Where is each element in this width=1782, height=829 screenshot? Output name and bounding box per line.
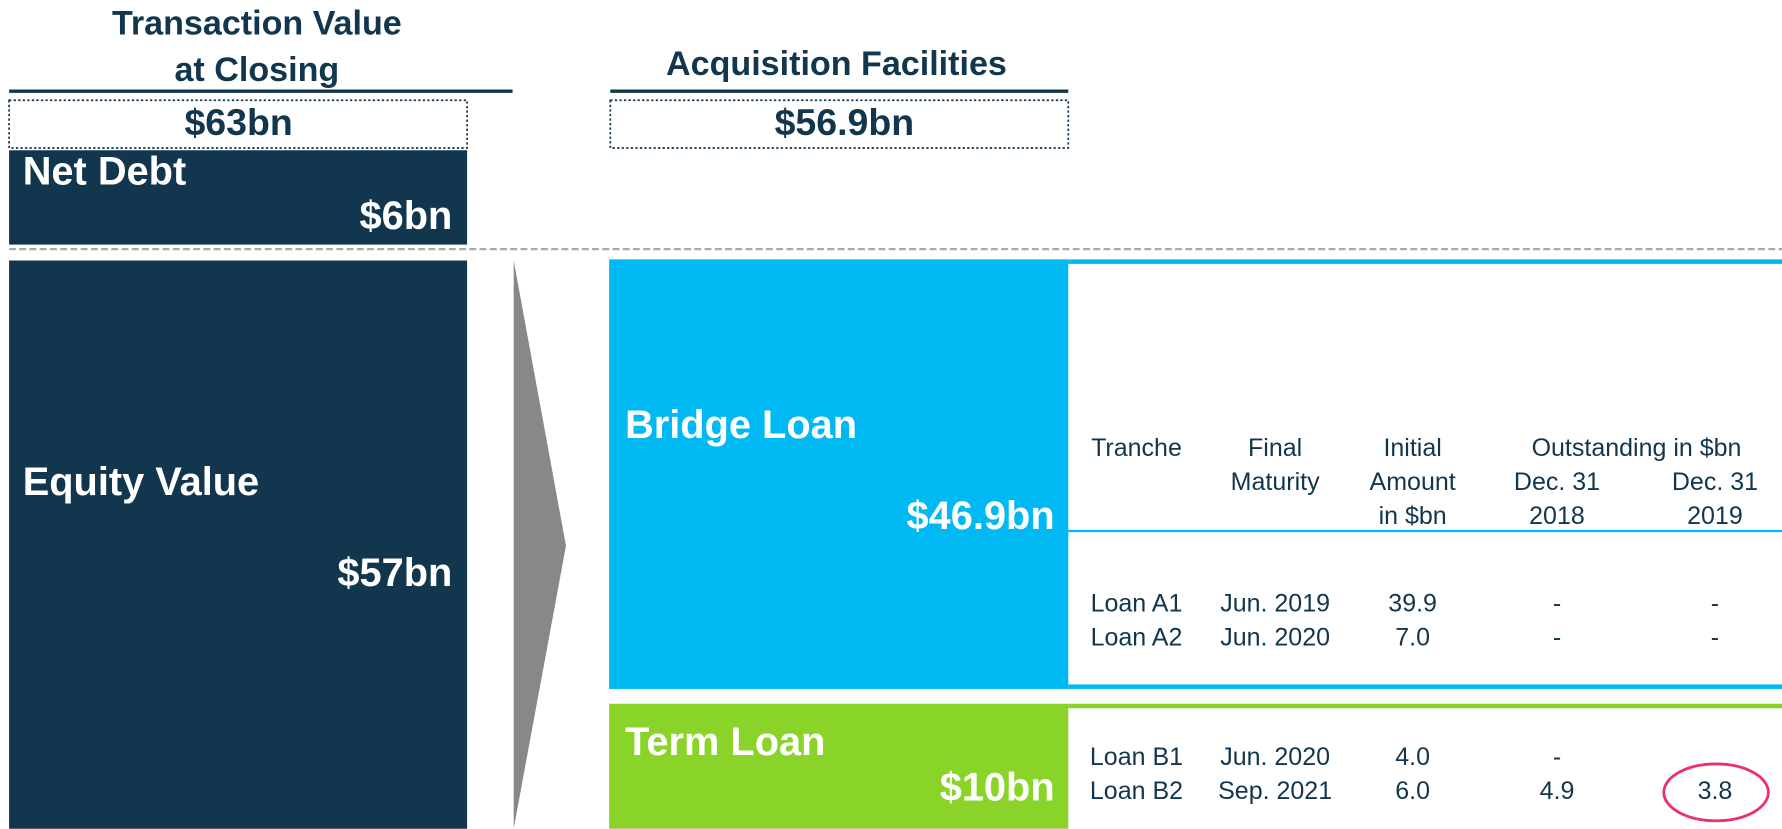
table-cell: Loan B2 [1090, 777, 1183, 805]
table-cell: 4.0 [1395, 743, 1430, 771]
bridge-label: Bridge Loan [625, 403, 857, 447]
total-box [609, 99, 1070, 149]
left-title: Transaction Value [112, 4, 402, 42]
header: in $bn [1379, 502, 1447, 530]
table-cell: 39.9 [1388, 589, 1437, 617]
total-box [8, 99, 468, 149]
table-cell: 4.9 [1540, 777, 1575, 805]
table-cell: 7.0 [1395, 624, 1430, 652]
header: Initial [1383, 434, 1441, 462]
highlight-circle [1662, 762, 1770, 823]
table-cell: 3.8 [1698, 777, 1733, 805]
header: Final [1248, 434, 1302, 462]
table-header: Tranche Final Maturity Initial Amount in… [1091, 434, 1758, 530]
table-cell: Jun. 2020 [1220, 624, 1330, 652]
table-cell: - [1711, 624, 1719, 652]
net-debt-label: Net Debt [23, 150, 187, 194]
header: Outstanding in $bn [1532, 434, 1742, 462]
net-debt-box [9, 150, 468, 245]
bridge-value: $46.9bn [907, 494, 1055, 538]
table-cell: - [1553, 589, 1561, 617]
table-cell: 6.0 [1395, 777, 1430, 805]
table-cell: - [1553, 624, 1561, 652]
header: 2018 [1529, 502, 1585, 530]
table-cell: Jun. 2020 [1220, 743, 1330, 771]
equity-label: Equity Value [23, 460, 259, 504]
table-cell: Jun. 2019 [1220, 589, 1330, 617]
table-cell: - [1553, 743, 1561, 771]
table-cell: Sep. 2021 [1218, 777, 1332, 805]
arrow [513, 260, 566, 829]
net-debt-value: $6bn [360, 194, 453, 238]
header: Amount [1370, 468, 1456, 496]
bridge-border [1068, 259, 1782, 264]
table-cell: Loan B1 [1090, 743, 1183, 771]
equity-value: $57bn [337, 551, 452, 595]
header: Dec. 31 [1672, 468, 1758, 496]
bridge-border [1068, 684, 1782, 689]
left-title: at Closing [174, 51, 339, 89]
equity-box [9, 260, 468, 829]
table-cell: Loan A1 [1091, 589, 1183, 617]
header: Dec. 31 [1514, 468, 1600, 496]
header: Tranche [1091, 434, 1182, 462]
term-value: $10bn [940, 766, 1055, 810]
header: 2019 [1687, 502, 1743, 530]
right-title: Acquisition Facilities [666, 45, 1007, 83]
table-cell: Loan A2 [1091, 624, 1183, 652]
header: Maturity [1231, 468, 1320, 496]
table-rows: Loan A1 Jun. 2019 39.9 - - Loan A2 Jun. 2020 7.… [1090, 589, 1732, 805]
term-box [609, 703, 1069, 829]
term-border [1068, 703, 1782, 709]
bridge-box [609, 259, 1069, 689]
table-cell: - [1711, 589, 1719, 617]
total: $63bn [184, 101, 292, 143]
total: $56.9bn [775, 101, 915, 143]
term-label: Term Loan [625, 720, 825, 764]
